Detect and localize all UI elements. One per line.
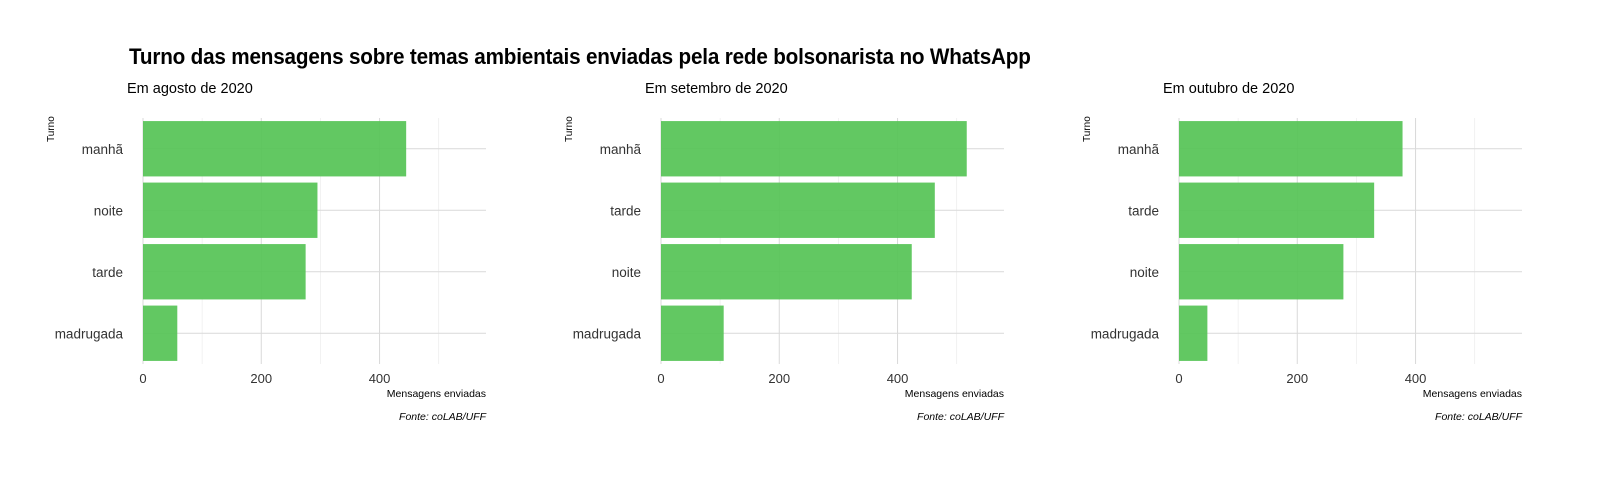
x-tick-label: 0 <box>139 371 146 386</box>
x-tick-label: 400 <box>1405 371 1427 386</box>
category-label: noite <box>94 203 123 218</box>
x-tick-label: 400 <box>887 371 909 386</box>
category-label: madrugada <box>1091 326 1160 341</box>
bar-madrugada <box>661 306 724 361</box>
chart-panel-august: Em agosto de 2020 Turno manhã noite tarde m… <box>0 0 520 480</box>
category-label: noite <box>612 265 641 280</box>
bar-manhã <box>1179 121 1403 176</box>
category-label: tarde <box>610 203 641 218</box>
x-tick-label: 200 <box>1286 371 1308 386</box>
category-label: tarde <box>1128 203 1159 218</box>
category-label: tarde <box>92 265 123 280</box>
bar-madrugada <box>1179 306 1207 361</box>
bar-tarde <box>143 244 306 299</box>
category-label: madrugada <box>55 326 124 341</box>
bar-noite <box>661 244 912 299</box>
x-axis-title: Mensagens enviadas <box>387 388 486 400</box>
category-label: manhã <box>600 142 642 157</box>
x-tick-label: 400 <box>369 371 391 386</box>
category-label: madrugada <box>573 326 642 341</box>
category-label: manhã <box>82 142 124 157</box>
bar-noite <box>1179 244 1343 299</box>
x-tick-label: 0 <box>657 371 664 386</box>
source-caption: Fonte: coLAB/UFF <box>1435 411 1522 423</box>
bar-manhã <box>143 121 406 176</box>
x-tick-label: 200 <box>250 371 272 386</box>
source-caption: Fonte: coLAB/UFF <box>917 411 1004 423</box>
bar-manhã <box>661 121 967 176</box>
chart-panel-september: Em setembro de 2020 Turno manhã tarde noit… <box>518 0 1038 480</box>
x-axis-title: Mensagens enviadas <box>905 388 1004 400</box>
bar-tarde <box>661 183 935 238</box>
category-label: noite <box>1130 265 1159 280</box>
bar-chart-august: manhã noite tarde madrugada 0 200 400 <box>0 0 520 480</box>
source-caption: Fonte: coLAB/UFF <box>399 411 486 423</box>
category-label: manhã <box>1118 142 1160 157</box>
x-tick-label: 200 <box>768 371 790 386</box>
bar-madrugada <box>143 306 177 361</box>
x-tick-label: 0 <box>1175 371 1182 386</box>
x-axis-title: Mensagens enviadas <box>1423 388 1522 400</box>
bar-tarde <box>1179 183 1374 238</box>
chart-panel-october: Em outubro de 2020 Turno manhã tarde noite… <box>1036 0 1556 480</box>
bar-noite <box>143 183 317 238</box>
bar-chart-september: manhã tarde noite madrugada 0 200 400 <box>518 0 1038 480</box>
bar-chart-october: manhã tarde noite madrugada 0 200 400 <box>1036 0 1556 480</box>
